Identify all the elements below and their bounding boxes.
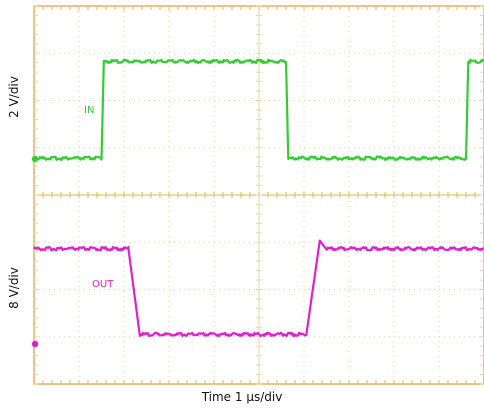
x-axis-label: Time 1 µs/div (201, 390, 283, 404)
y-axis-label-in: 2 V/div (7, 76, 21, 118)
ground-marker-out (31, 340, 39, 348)
series-label-in: IN (84, 105, 94, 116)
trace-out (33, 239, 484, 337)
ground-marker-in (31, 155, 39, 163)
y-axis-label-out: 8 V/div (7, 267, 21, 309)
ticks (33, 5, 484, 385)
trace-in (33, 58, 484, 161)
traces (31, 58, 484, 348)
series-label-out: OUT (92, 279, 114, 290)
